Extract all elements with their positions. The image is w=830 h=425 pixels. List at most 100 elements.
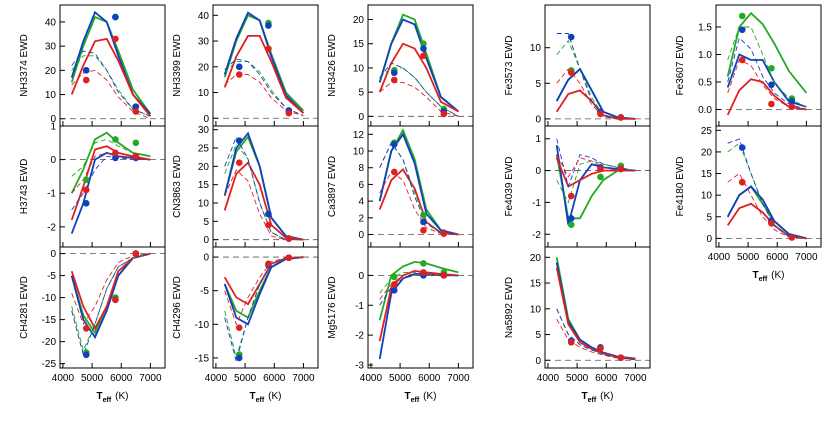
- point: [420, 260, 427, 267]
- point: [567, 338, 575, 346]
- plot-area: [223, 254, 304, 364]
- point: [285, 235, 293, 242]
- point: [597, 165, 604, 173]
- y-axis-label: Ca3897 EWD: [327, 156, 338, 217]
- curve: [223, 35, 304, 114]
- y-axis-label: Fe3607 EWD: [675, 35, 686, 95]
- y-tick-label: 40: [45, 17, 57, 28]
- curve: [224, 58, 304, 117]
- curve: [556, 33, 636, 120]
- y-axis-label: H3743 EWD: [19, 159, 30, 215]
- point: [617, 114, 625, 121]
- y-tick-label: 10: [45, 90, 57, 101]
- y-axis-label: CH4281 EWD: [19, 276, 30, 339]
- point: [597, 173, 604, 181]
- y-tick-label: -20: [42, 337, 57, 348]
- curve: [379, 62, 459, 117]
- y-tick-label: 0: [203, 114, 209, 125]
- y-tick-label: 5: [706, 212, 712, 223]
- curve: [71, 138, 151, 177]
- point: [567, 69, 575, 76]
- curve: [556, 318, 636, 361]
- x-axis-label: Teff (K): [96, 391, 128, 404]
- point: [235, 354, 243, 362]
- point: [132, 108, 140, 115]
- point: [132, 139, 140, 147]
- curve: [70, 37, 152, 117]
- x-tick-label: 4000: [205, 373, 228, 384]
- curve: [555, 262, 636, 360]
- curve: [224, 169, 304, 241]
- x-tick-label: 5000: [81, 373, 104, 384]
- point: [420, 52, 427, 60]
- point: [738, 144, 746, 151]
- y-tick-label: 10: [530, 43, 542, 54]
- point: [420, 40, 427, 48]
- point: [265, 45, 272, 53]
- x-tick-label: 5000: [566, 373, 589, 384]
- point: [112, 13, 119, 21]
- x-label-sub: eff: [103, 397, 112, 404]
- y-tick-label: 40: [198, 11, 210, 22]
- plot-area: [223, 131, 304, 242]
- point: [235, 137, 243, 144]
- x-label-main: T: [752, 270, 758, 281]
- x-tick-label: 6000: [263, 373, 286, 384]
- point: [82, 200, 90, 207]
- curve: [727, 37, 807, 110]
- y-axis-label: Mg5176 EWD: [327, 276, 338, 338]
- point: [235, 63, 243, 71]
- x-tick-label: 6000: [766, 252, 789, 263]
- point: [440, 230, 448, 237]
- panel: 0 5 10 15 20 25 30 CN3863 EWD: [172, 125, 319, 248]
- y-tick-label: 0: [203, 235, 209, 246]
- x-label-main: T: [249, 391, 255, 402]
- panel: 0 5 10 15 20 4000 5000 6000 7000 Na5892 EWD Teff (K…: [504, 246, 651, 404]
- y-tick-label: 0: [203, 253, 209, 264]
- panel: -15 -10 -5 0 4000 5000 6000 7000 CH4296 EWD Teff(…: [172, 246, 319, 404]
- y-axis-label: CN3863 EWD: [172, 155, 183, 218]
- point: [285, 109, 293, 117]
- y-tick-label: -10: [195, 320, 210, 331]
- point: [235, 71, 243, 78]
- point: [82, 76, 90, 84]
- frame: [367, 4, 474, 127]
- x-label-sub: eff: [411, 397, 420, 404]
- curve: [223, 11, 305, 114]
- point: [420, 45, 427, 52]
- point: [132, 152, 140, 160]
- frame: [544, 246, 651, 369]
- y-tick-label: -5: [200, 286, 209, 297]
- curve: [378, 18, 459, 113]
- point: [597, 345, 604, 352]
- point: [132, 250, 140, 257]
- y-tick-label: 30: [45, 42, 57, 53]
- x-tick-label: 4000: [52, 373, 75, 384]
- panel: 0 5 10 15 20 NH3426 EWD: [327, 4, 474, 127]
- y-tick-label: 20: [530, 253, 542, 264]
- y-tick-label: 25: [701, 126, 713, 137]
- y-tick-label: 10: [198, 88, 210, 99]
- plot-area: [378, 128, 459, 237]
- panel: 0 2 4 6 8 10 12 Ca3897 EWD: [327, 125, 474, 248]
- point: [420, 227, 427, 234]
- y-tick-label: -2: [355, 331, 364, 342]
- point: [112, 136, 119, 143]
- point: [265, 22, 272, 29]
- point: [768, 219, 775, 227]
- curve: [556, 138, 636, 189]
- point: [738, 178, 746, 186]
- y-tick-label: -1: [355, 301, 364, 312]
- y-tick-label: -1: [47, 189, 56, 200]
- point: [112, 154, 119, 162]
- x-label-sub: eff: [256, 397, 265, 404]
- point: [768, 81, 775, 89]
- panel: 0.0 0.5 1.0 1.5 Fe3607 EWD: [675, 4, 822, 127]
- y-axis-label: NH3426 EWD: [327, 34, 338, 97]
- y-tick-label: 0: [706, 234, 712, 245]
- point: [738, 56, 746, 64]
- point: [597, 110, 604, 118]
- curve: [71, 253, 151, 325]
- frame: [367, 246, 474, 369]
